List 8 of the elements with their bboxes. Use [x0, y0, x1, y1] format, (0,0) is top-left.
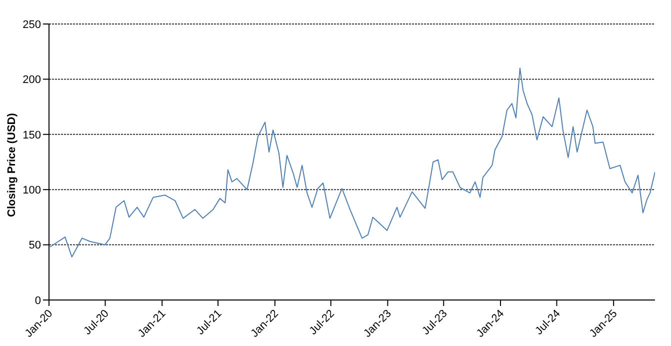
y-axis-title: Closing Price (USD) — [6, 112, 18, 217]
y-tick-label: 50 — [28, 240, 41, 252]
y-tick-label: 100 — [22, 184, 41, 197]
y-tick-label: 0 — [34, 294, 41, 307]
y-tick-label: 150 — [22, 129, 41, 142]
y-tick-label: 250 — [22, 18, 41, 31]
y-tick-label: 200 — [22, 74, 41, 86]
line-series — [49, 68, 655, 258]
